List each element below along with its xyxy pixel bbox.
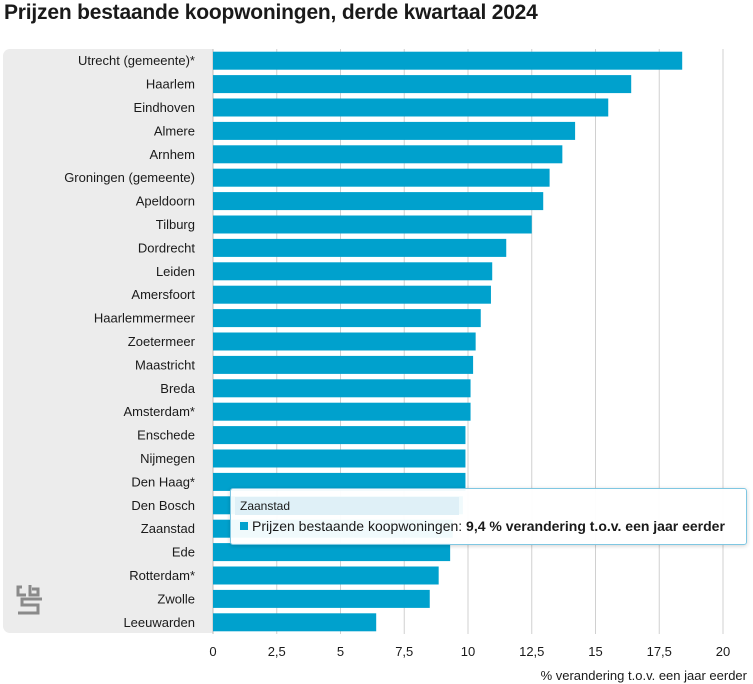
- tooltip-value: 9,4 % verandering t.o.v. een jaar eerder: [466, 518, 725, 534]
- x-axis-title: % verandering t.o.v. een jaar eerder: [541, 668, 748, 683]
- x-tick-label: 0: [209, 644, 216, 659]
- chart-tooltip: Zaanstad Prijzen bestaande koopwoningen:…: [230, 488, 747, 545]
- tooltip-category: Zaanstad: [235, 497, 459, 515]
- bar: [213, 75, 632, 94]
- bar: [213, 309, 481, 328]
- bar: [213, 192, 544, 211]
- category-label: Breda: [160, 381, 195, 396]
- category-label: Groningen (gemeente): [64, 170, 195, 185]
- x-tick-label: 17,5: [647, 644, 672, 659]
- bar: [213, 121, 576, 140]
- chart-title: Prijzen bestaande koopwoningen, derde kw…: [4, 1, 538, 24]
- category-label: Zaanstad: [141, 521, 195, 536]
- category-label: Den Haag*: [131, 474, 195, 489]
- bar: [213, 449, 466, 468]
- category-label: Den Bosch: [131, 498, 195, 513]
- x-tick-label: 20: [716, 644, 730, 659]
- bar: [213, 168, 550, 187]
- bar: [213, 379, 471, 398]
- category-label: Enschede: [137, 428, 195, 443]
- bar: [213, 589, 430, 608]
- x-tick-label: 12,5: [519, 644, 544, 659]
- category-label: Haarlemmermeer: [94, 311, 196, 326]
- cbs-logo-icon: [16, 585, 42, 615]
- category-label: Rotterdam*: [129, 568, 195, 583]
- bar: [213, 472, 466, 491]
- bar: [213, 613, 377, 632]
- category-label: Amersfoort: [131, 287, 195, 302]
- bar: [213, 262, 493, 281]
- category-label: Leeuwarden: [123, 615, 195, 630]
- tooltip-series-swatch: [240, 522, 248, 530]
- tooltip-body: Prijzen bestaande koopwoningen: 9,4 % ve…: [240, 516, 725, 536]
- category-label-panel: [3, 49, 213, 633]
- x-tick-label: 7,5: [395, 644, 413, 659]
- category-label: Ede: [172, 545, 195, 560]
- x-tick-label: 5: [337, 644, 344, 659]
- category-label: Nijmegen: [140, 451, 195, 466]
- bar: [213, 566, 439, 585]
- bar: [213, 98, 609, 117]
- category-label: Amsterdam*: [123, 404, 195, 419]
- category-label: Leiden: [156, 264, 195, 279]
- category-label: Tilburg: [156, 217, 195, 232]
- category-label: Zoetermeer: [128, 334, 196, 349]
- bar: [213, 51, 683, 70]
- bar: [213, 543, 451, 562]
- bar: [213, 145, 563, 164]
- category-label: Zwolle: [157, 591, 195, 606]
- x-tick-label: 2,5: [268, 644, 286, 659]
- category-label: Maastricht: [135, 357, 195, 372]
- x-tick-label: 15: [588, 644, 602, 659]
- category-label: Dordrecht: [138, 240, 195, 255]
- category-label: Utrecht (gemeente)*: [78, 53, 195, 68]
- bar: [213, 332, 476, 351]
- bar: [213, 285, 491, 304]
- category-label: Arnhem: [149, 147, 195, 162]
- category-label: Haarlem: [146, 77, 195, 92]
- tooltip-series-name: Prijzen bestaande koopwoningen:: [252, 518, 463, 534]
- x-tick-label: 10: [461, 644, 475, 659]
- bar: [213, 215, 532, 234]
- bar: [213, 402, 471, 421]
- bar: [213, 238, 507, 257]
- category-label: Almere: [154, 123, 195, 138]
- category-label: Apeldoorn: [136, 194, 195, 209]
- bar: [213, 426, 466, 445]
- bar: [213, 355, 474, 374]
- category-label: Eindhoven: [134, 100, 195, 115]
